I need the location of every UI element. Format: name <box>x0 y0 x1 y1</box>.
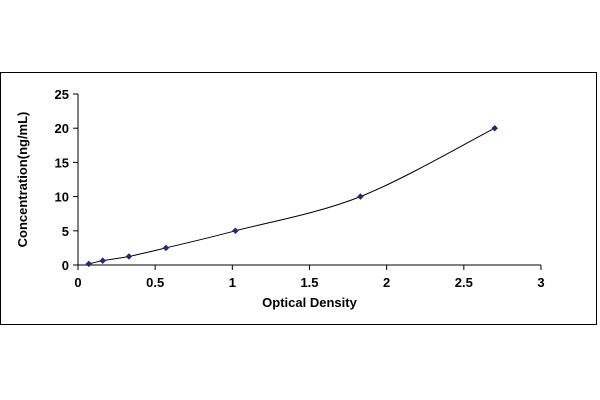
y-axis-ticks: 0 5 10 15 20 25 <box>55 87 78 273</box>
y-tick-label: 15 <box>55 155 69 170</box>
data-point-marker <box>357 193 364 200</box>
data-point-marker <box>125 253 133 260</box>
chart-frame: 0 5 10 15 20 25 0 0.5 1 1.5 2 2.5 3 Optical Density… <box>0 72 597 325</box>
data-point-marker <box>491 124 499 132</box>
x-tick-label: 0 <box>74 275 81 290</box>
x-tick-label: 0.5 <box>146 275 164 290</box>
x-tick-label: 2.5 <box>455 275 473 290</box>
y-tick-label: 20 <box>55 121 69 136</box>
x-tick-label: 1 <box>229 275 236 290</box>
y-tick-label: 0 <box>62 258 69 273</box>
x-tick-label: 1.5 <box>300 275 318 290</box>
x-axis-title: Optical Density <box>262 295 357 310</box>
data-point-marker <box>85 260 93 268</box>
data-point-marker <box>99 257 107 265</box>
x-axis-ticks: 0 0.5 1 1.5 2 2.5 3 <box>74 265 545 290</box>
y-axis-title: Concentration(ng/mL) <box>15 112 30 248</box>
data-points <box>85 124 499 268</box>
y-tick-label: 5 <box>62 224 69 239</box>
fitted-curve <box>88 127 495 265</box>
y-tick-label: 10 <box>55 190 69 205</box>
y-tick-label: 25 <box>55 87 69 102</box>
standard-curve-chart: 0 5 10 15 20 25 0 0.5 1 1.5 2 2.5 3 Optical Density… <box>15 87 545 310</box>
data-point-marker <box>232 227 239 235</box>
axes <box>77 94 541 266</box>
x-tick-label: 3 <box>537 275 544 290</box>
x-tick-label: 2 <box>383 275 390 290</box>
data-point-marker <box>162 244 170 252</box>
